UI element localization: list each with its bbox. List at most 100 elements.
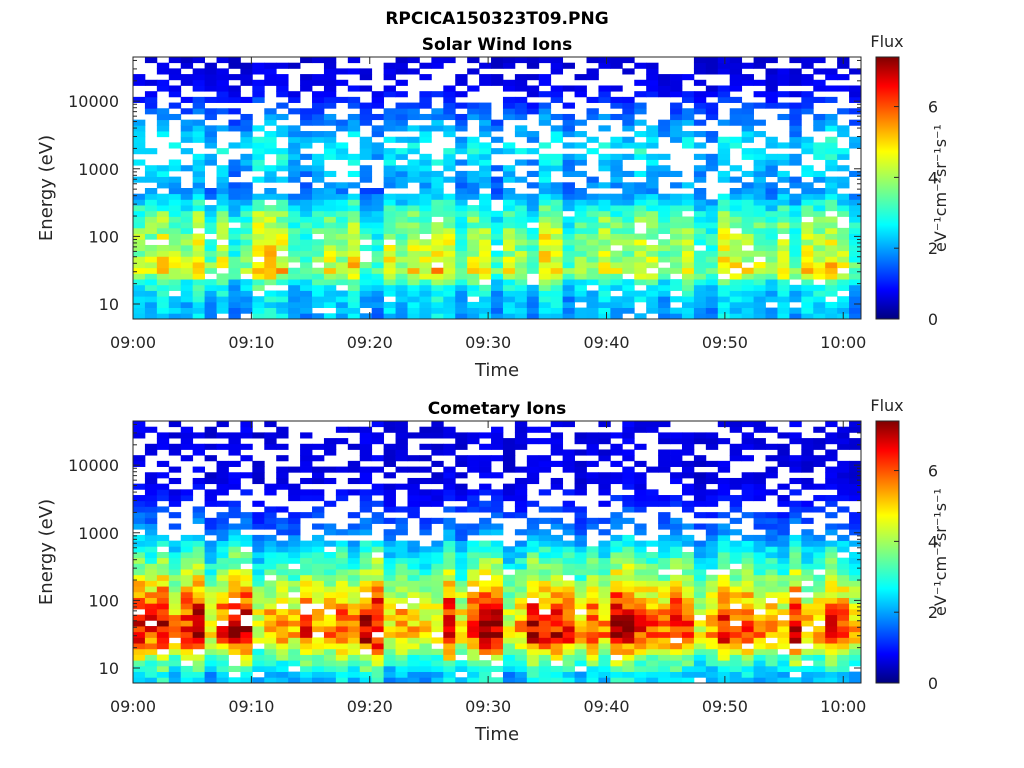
heatmap-cell <box>777 671 790 678</box>
heatmap-cell <box>837 546 850 553</box>
heatmap-cell <box>371 279 385 286</box>
heatmap-cell <box>526 227 540 234</box>
heatmap-cell <box>550 165 564 172</box>
heatmap-cell <box>837 534 850 542</box>
colorbar-unit: eV⁻¹cm⁻²sr⁻¹s⁻¹ <box>931 488 950 616</box>
heatmap-cell <box>550 477 564 485</box>
heatmap-cell <box>837 62 850 69</box>
heatmap-cell <box>837 108 850 115</box>
heatmap-cell <box>359 313 373 320</box>
heatmap-cell <box>455 608 468 616</box>
heatmap-cell <box>622 563 635 570</box>
heatmap-cell <box>765 273 778 280</box>
heatmap-cell <box>538 307 552 314</box>
heatmap-cell <box>526 591 540 598</box>
y-tick-label: 1000 <box>78 160 119 179</box>
heatmap-cell <box>455 125 468 132</box>
heatmap-cell <box>753 148 766 155</box>
heatmap-cell <box>514 85 528 92</box>
heatmap-cell <box>383 580 396 587</box>
heatmap-cell <box>729 665 743 673</box>
heatmap-cell <box>717 148 731 155</box>
heatmap-cell <box>717 96 731 103</box>
heatmap-cell <box>228 233 241 240</box>
heatmap-cell <box>300 153 313 160</box>
heatmap-cell <box>228 569 241 576</box>
heatmap-cell <box>717 153 731 160</box>
heatmap-cell <box>276 631 289 638</box>
heatmap-cell <box>526 267 540 274</box>
heatmap-cell <box>705 313 719 320</box>
heatmap-cell <box>825 193 838 200</box>
heatmap-cell <box>300 586 313 593</box>
heatmap-cell <box>467 569 480 576</box>
heatmap-cell <box>562 620 575 627</box>
heatmap-cell <box>455 182 468 189</box>
heatmap-cell <box>670 262 683 269</box>
heatmap-cell <box>479 523 492 530</box>
heatmap-cell <box>335 603 349 610</box>
heatmap-cell <box>288 648 301 655</box>
heatmap-cell <box>443 580 456 587</box>
heatmap-cell <box>622 438 635 445</box>
heatmap-cell <box>359 506 373 513</box>
heatmap-cell <box>622 449 635 456</box>
heatmap-cell <box>491 529 504 536</box>
heatmap-cell <box>240 284 253 291</box>
heatmap-cell <box>288 284 301 291</box>
heatmap-cell <box>741 296 754 303</box>
heatmap-cell <box>825 677 838 684</box>
heatmap-cell <box>419 495 432 502</box>
heatmap-cell <box>133 523 146 530</box>
heatmap-cell <box>538 540 552 547</box>
heatmap-cell <box>753 131 766 138</box>
heatmap-cell <box>335 79 349 86</box>
heatmap-cell <box>610 626 623 633</box>
heatmap-cell <box>670 677 683 684</box>
heatmap-cell <box>168 239 182 246</box>
heatmap-cell <box>765 74 778 81</box>
heatmap-cell <box>443 569 456 576</box>
heatmap-cell <box>383 614 396 621</box>
heatmap-cell <box>395 438 408 445</box>
heatmap-cell <box>789 136 802 143</box>
heatmap-cell <box>538 142 552 149</box>
heatmap-cell <box>168 512 182 519</box>
heatmap-cell <box>705 250 719 257</box>
heatmap-cell <box>443 472 456 479</box>
heatmap-cell <box>312 136 325 143</box>
heatmap-cell <box>789 665 802 673</box>
heatmap-cell <box>622 608 635 616</box>
heatmap-cell <box>741 74 754 81</box>
heatmap-cell <box>419 637 432 644</box>
heatmap-cell <box>753 671 766 678</box>
heatmap-cell <box>455 205 468 212</box>
heatmap-cell <box>622 426 635 433</box>
heatmap-cell <box>514 608 528 616</box>
heatmap-cell <box>765 279 778 286</box>
heatmap-cell <box>574 512 587 519</box>
heatmap-cell <box>407 267 420 274</box>
heatmap-cell <box>777 580 790 587</box>
heatmap-cell <box>479 284 492 291</box>
heatmap-cell <box>646 205 659 212</box>
heatmap-cell <box>144 165 158 172</box>
heatmap-cell <box>180 586 194 593</box>
heatmap-cell <box>622 153 635 160</box>
heatmap-cell <box>407 569 420 576</box>
heatmap-cell <box>156 267 170 274</box>
heatmap-cell <box>216 244 229 252</box>
heatmap-cell <box>168 620 182 627</box>
heatmap-cell <box>622 472 635 479</box>
heatmap-cell <box>300 495 313 502</box>
heatmap-cell <box>168 142 182 149</box>
heatmap-cell <box>765 529 778 536</box>
heatmap-cell <box>658 222 671 229</box>
heatmap-cell <box>825 68 838 75</box>
heatmap-cell <box>658 284 671 291</box>
heatmap-cell <box>216 563 229 570</box>
heatmap-cell <box>180 614 194 621</box>
heatmap-cell <box>264 250 277 257</box>
heatmap-cell <box>741 233 754 240</box>
heatmap-cell <box>681 660 695 667</box>
